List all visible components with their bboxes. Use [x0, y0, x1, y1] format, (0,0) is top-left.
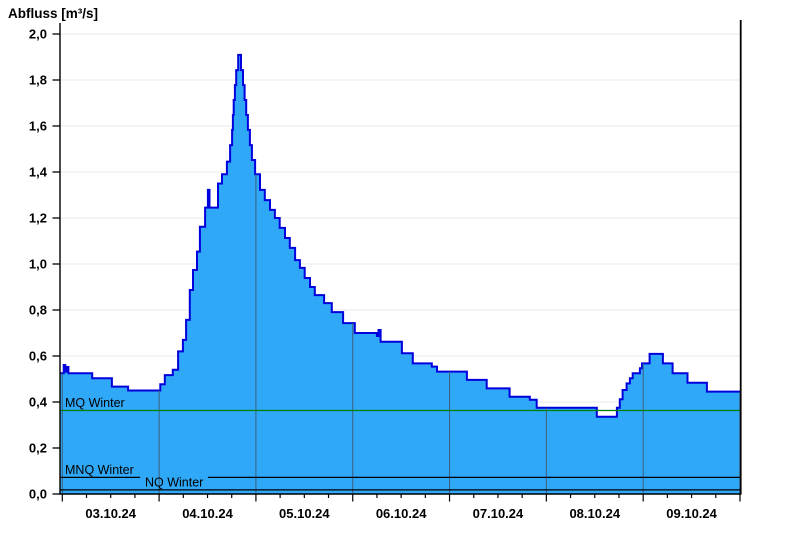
y-tick-label: 0,8	[29, 303, 47, 318]
y-tick-label: 0,6	[29, 349, 47, 364]
reference-lines: MQ Winter MNQ Winter NQ Winter	[60, 396, 740, 491]
y-tick-label: 1,8	[29, 73, 47, 88]
x-tick-label: 09.10.24	[666, 506, 717, 521]
x-axis-ticks: 03.10.24 04.10.24 05.10.24 06.10.24 07.10.24…	[61, 494, 741, 521]
y-tick-label: 0,0	[29, 487, 47, 502]
y-tick-label: 1,6	[29, 119, 47, 134]
reference-line-label-0: MQ Winter	[65, 396, 125, 410]
y-tick-label: 0,2	[29, 441, 47, 456]
y-tick-label: 1,2	[29, 211, 47, 226]
y-tick-label: 1,0	[29, 257, 47, 272]
axes-frame	[59, 20, 742, 495]
x-tick-label: 07.10.24	[473, 506, 524, 521]
x-tick-label: 08.10.24	[569, 506, 620, 521]
x-tick-label: 06.10.24	[376, 506, 427, 521]
x-tick-label: 04.10.24	[182, 506, 233, 521]
y-tick-label: 1,4	[29, 165, 48, 180]
reference-line-label-2: NQ Winter	[145, 475, 203, 489]
reference-line-label-1: MNQ Winter	[65, 463, 134, 477]
y-axis-ticks: 0,0 0,2 0,4 0,6 0,8 1,0 1,2 1,4 1,6 1,8 2,0	[29, 27, 60, 502]
y-tick-label: 2,0	[29, 27, 47, 42]
area-series	[60, 53, 740, 495]
x-tick-label: 05.10.24	[279, 506, 330, 521]
chart-title: Abfluss [m³/s]	[8, 6, 98, 21]
x-tick-label: 03.10.24	[85, 506, 136, 521]
y-tick-label: 0,4	[29, 395, 48, 410]
